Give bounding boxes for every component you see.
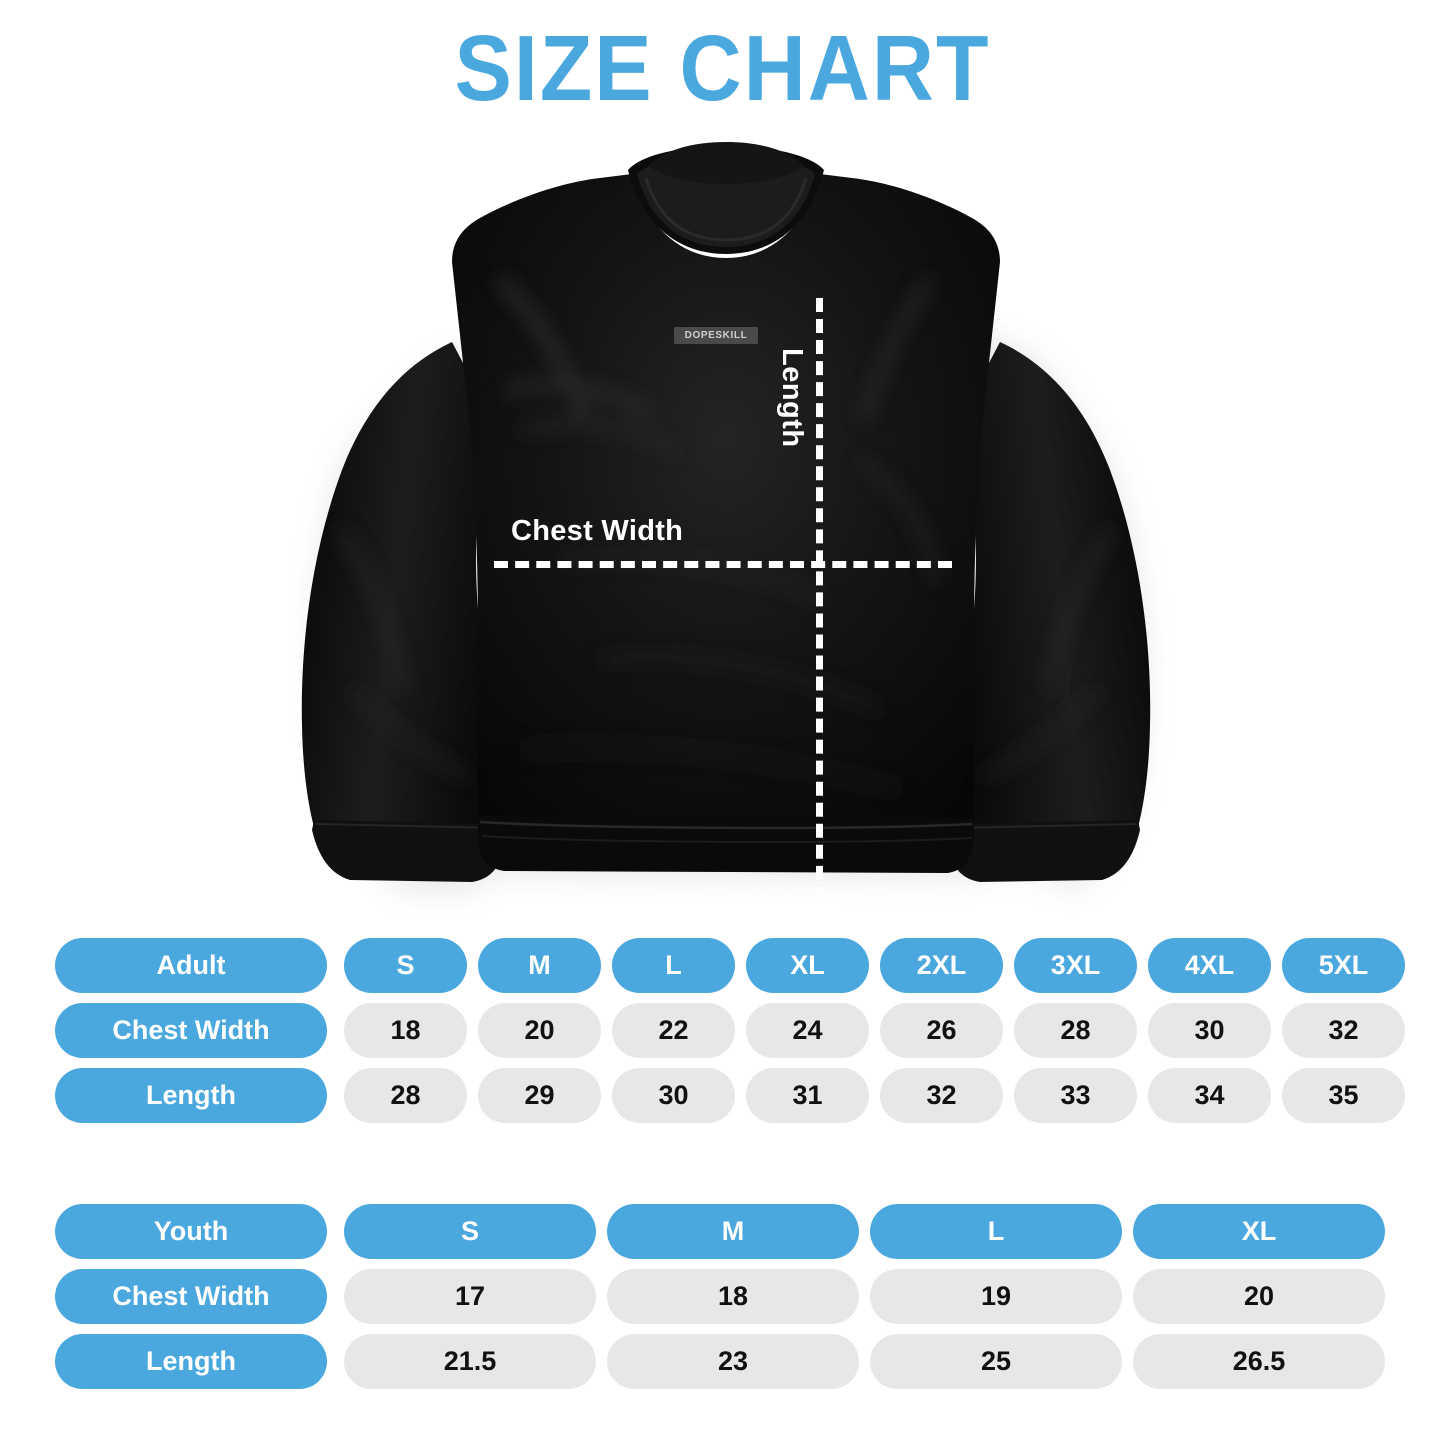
right-cuff [950, 820, 1140, 882]
youth-size-table: Youth S M L XL Chest Width 17 18 19 20 L… [55, 1204, 1390, 1389]
measurement-cell: 31 [746, 1068, 869, 1123]
adult-size-header: 4XL [1148, 938, 1271, 993]
youth-chest-width-row: Chest Width 17 18 19 20 [55, 1269, 1390, 1324]
left-sleeve [301, 342, 503, 880]
measurement-cell: 17 [344, 1269, 596, 1324]
left-cuff [312, 820, 502, 882]
measurement-cell: 21.5 [344, 1334, 596, 1389]
measurement-cell: 20 [478, 1003, 601, 1058]
row-label: Chest Width [55, 1269, 327, 1324]
youth-size-header: L [870, 1204, 1122, 1259]
measurement-cell: 26 [880, 1003, 1003, 1058]
adult-size-header: M [478, 938, 601, 993]
adult-size-header: L [612, 938, 735, 993]
tshirt-graphic [301, 142, 1151, 892]
measurement-cell: 24 [746, 1003, 869, 1058]
adult-header-row: Adult S M L XL 2XL 3XL 4XL 5XL [55, 938, 1405, 993]
measurement-cell: 30 [1148, 1003, 1271, 1058]
page-title: SIZE CHART [454, 16, 991, 121]
fabric-folds [335, 275, 1117, 796]
chest-width-dashed-line [494, 561, 952, 568]
adult-size-header: 2XL [880, 938, 1003, 993]
adult-size-table: Adult S M L XL 2XL 3XL 4XL 5XL Chest Wid… [55, 938, 1405, 1123]
shirt-illustration: DOPESKILL Length Chest Width [0, 130, 1445, 1006]
measurement-cell: 32 [1282, 1003, 1405, 1058]
measurement-cell: 25 [870, 1334, 1122, 1389]
shirt-hem [478, 816, 974, 873]
adult-length-row: Length 28 29 30 31 32 33 34 35 [55, 1068, 1405, 1123]
right-sleeve [949, 342, 1151, 880]
row-label: Length [55, 1068, 327, 1123]
youth-size-header: S [344, 1204, 596, 1259]
youth-length-row: Length 21.5 23 25 26.5 [55, 1334, 1390, 1389]
adult-size-header: XL [746, 938, 869, 993]
measurement-cell: 28 [344, 1068, 467, 1123]
youth-size-header: XL [1133, 1204, 1385, 1259]
length-label: Length [776, 348, 808, 448]
measurement-cell: 18 [607, 1269, 859, 1324]
measurement-cell: 33 [1014, 1068, 1137, 1123]
measurement-cell: 26.5 [1133, 1334, 1385, 1389]
measurement-cell: 18 [344, 1003, 467, 1058]
brand-neck-label: DOPESKILL [674, 327, 758, 344]
youth-size-header: M [607, 1204, 859, 1259]
measurement-cell: 28 [1014, 1003, 1137, 1058]
measurement-cell: 30 [612, 1068, 735, 1123]
measurement-cell: 34 [1148, 1068, 1271, 1123]
measurement-cell: 22 [612, 1003, 735, 1058]
youth-header-row: Youth S M L XL [55, 1204, 1390, 1259]
measurement-cell: 19 [870, 1269, 1122, 1324]
adult-size-header: 5XL [1282, 938, 1405, 993]
row-label: Chest Width [55, 1003, 327, 1058]
youth-table-label: Youth [55, 1204, 327, 1259]
chest-width-label: Chest Width [511, 515, 684, 547]
row-label: Length [55, 1334, 327, 1389]
adult-size-header: S [344, 938, 467, 993]
measurement-cell: 23 [607, 1334, 859, 1389]
collar-back [648, 142, 804, 184]
measurement-cell: 35 [1282, 1068, 1405, 1123]
adult-table-label: Adult [55, 938, 327, 993]
measurement-cell: 32 [880, 1068, 1003, 1123]
adult-size-header: 3XL [1014, 938, 1137, 993]
measurement-cell: 20 [1133, 1269, 1385, 1324]
length-dashed-line [816, 298, 823, 1006]
measurement-cell: 29 [478, 1068, 601, 1123]
adult-chest-width-row: Chest Width 18 20 22 24 26 28 30 32 [55, 1003, 1405, 1058]
